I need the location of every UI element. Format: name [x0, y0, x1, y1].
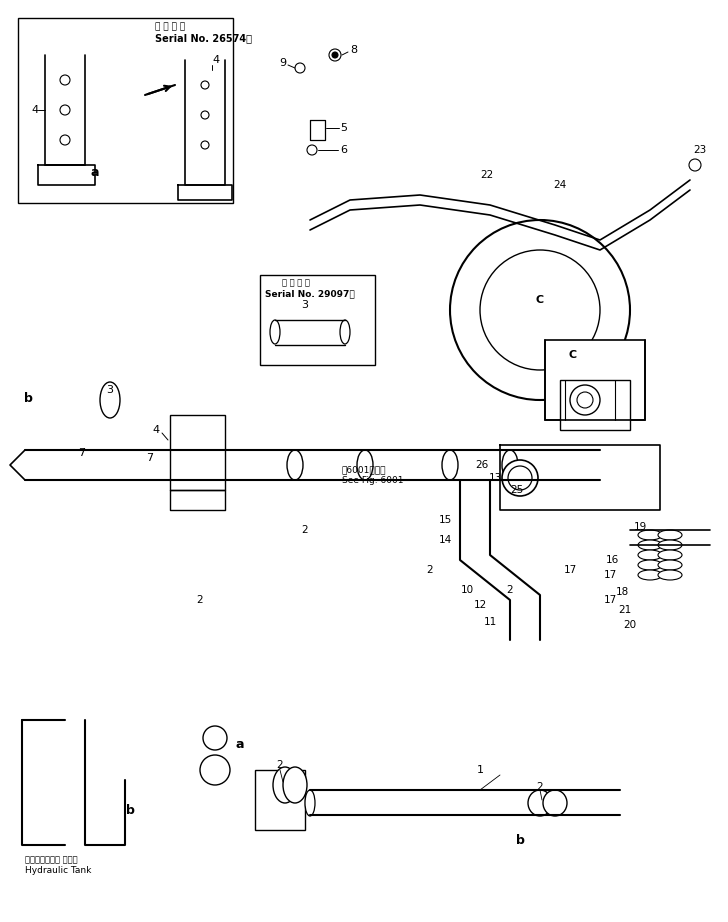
Text: 26: 26	[475, 460, 488, 470]
Text: Hydraulic Tank: Hydraulic Tank	[25, 866, 92, 875]
Text: 4: 4	[153, 425, 160, 435]
Ellipse shape	[543, 790, 567, 816]
Text: 19: 19	[633, 522, 646, 532]
Text: ハイドロリック タンク: ハイドロリック タンク	[25, 855, 78, 864]
Ellipse shape	[638, 560, 662, 570]
Text: 10: 10	[460, 585, 473, 595]
Circle shape	[201, 81, 209, 89]
Text: 7: 7	[146, 453, 154, 463]
Text: b: b	[125, 803, 135, 817]
Circle shape	[450, 220, 630, 400]
Circle shape	[201, 141, 209, 149]
Text: 4: 4	[212, 55, 219, 65]
Circle shape	[295, 63, 305, 73]
Text: 6: 6	[340, 145, 347, 155]
Text: 2: 2	[277, 760, 283, 770]
Text: a: a	[236, 739, 245, 751]
Text: 適 用 号 機: 適 用 号 機	[155, 22, 185, 31]
Circle shape	[307, 145, 317, 155]
Text: 12: 12	[473, 600, 486, 610]
Circle shape	[60, 75, 70, 85]
Text: 16: 16	[606, 555, 619, 565]
Ellipse shape	[638, 550, 662, 560]
Text: 22: 22	[480, 170, 494, 180]
Ellipse shape	[283, 767, 307, 803]
Text: 第6001図参照: 第6001図参照	[342, 465, 387, 474]
Text: 17: 17	[604, 595, 617, 605]
Text: 24: 24	[553, 180, 566, 190]
Text: 25: 25	[510, 485, 523, 495]
Text: 3: 3	[106, 385, 114, 395]
Text: Serial No. 26574～: Serial No. 26574～	[155, 33, 252, 43]
Ellipse shape	[340, 320, 350, 344]
Ellipse shape	[287, 450, 303, 480]
Ellipse shape	[305, 790, 315, 816]
Ellipse shape	[528, 790, 552, 816]
Ellipse shape	[658, 560, 682, 570]
Bar	[170, 415, 225, 490]
Text: 2: 2	[427, 565, 433, 575]
Text: 2: 2	[301, 525, 309, 535]
Text: 13: 13	[488, 473, 502, 483]
Text: 17: 17	[563, 565, 577, 575]
Ellipse shape	[658, 570, 682, 580]
Text: b: b	[23, 392, 33, 405]
Text: 15: 15	[438, 515, 451, 525]
Circle shape	[60, 105, 70, 115]
Circle shape	[60, 135, 70, 145]
Text: 適 用 号 機: 適 用 号 機	[282, 278, 310, 287]
Ellipse shape	[273, 767, 297, 803]
Text: 11: 11	[483, 617, 496, 627]
Text: 18: 18	[615, 587, 628, 597]
Text: 5: 5	[340, 123, 347, 133]
Ellipse shape	[638, 530, 662, 540]
Bar	[560, 380, 630, 430]
Text: C: C	[569, 350, 577, 360]
Text: 4: 4	[31, 105, 39, 115]
Text: a: a	[91, 166, 99, 179]
Ellipse shape	[502, 450, 518, 480]
Bar	[255, 770, 305, 830]
Circle shape	[200, 755, 230, 785]
Text: 20: 20	[623, 620, 636, 630]
Text: 14: 14	[438, 535, 451, 545]
Text: 2: 2	[537, 782, 543, 792]
Text: 21: 21	[618, 605, 632, 615]
Text: Serial No. 29097～: Serial No. 29097～	[265, 289, 355, 298]
Ellipse shape	[658, 550, 682, 560]
Text: 23: 23	[693, 145, 707, 155]
Circle shape	[508, 466, 532, 490]
Circle shape	[201, 111, 209, 119]
Ellipse shape	[442, 450, 458, 480]
Ellipse shape	[357, 450, 373, 480]
Text: 17: 17	[604, 570, 617, 580]
Ellipse shape	[270, 320, 280, 344]
Circle shape	[689, 159, 701, 171]
Text: 2: 2	[507, 585, 513, 595]
Ellipse shape	[658, 540, 682, 550]
Ellipse shape	[638, 570, 662, 580]
Text: See Fig. 6001: See Fig. 6001	[342, 476, 403, 485]
Text: 3: 3	[301, 300, 309, 310]
Bar	[260, 275, 375, 365]
Ellipse shape	[100, 382, 120, 418]
Text: C: C	[536, 295, 544, 305]
Text: 1: 1	[477, 765, 483, 775]
Text: 9: 9	[279, 58, 286, 68]
Circle shape	[329, 49, 341, 61]
Text: 2: 2	[197, 595, 203, 605]
Circle shape	[502, 460, 538, 496]
Text: b: b	[515, 833, 524, 846]
Circle shape	[570, 385, 600, 415]
Circle shape	[480, 250, 600, 370]
Bar	[545, 340, 645, 420]
Circle shape	[577, 392, 593, 408]
Bar	[18, 18, 233, 203]
Ellipse shape	[658, 530, 682, 540]
Text: 8: 8	[350, 45, 357, 55]
Circle shape	[203, 726, 227, 750]
Text: 7: 7	[79, 448, 86, 458]
Ellipse shape	[638, 540, 662, 550]
Circle shape	[332, 52, 338, 58]
